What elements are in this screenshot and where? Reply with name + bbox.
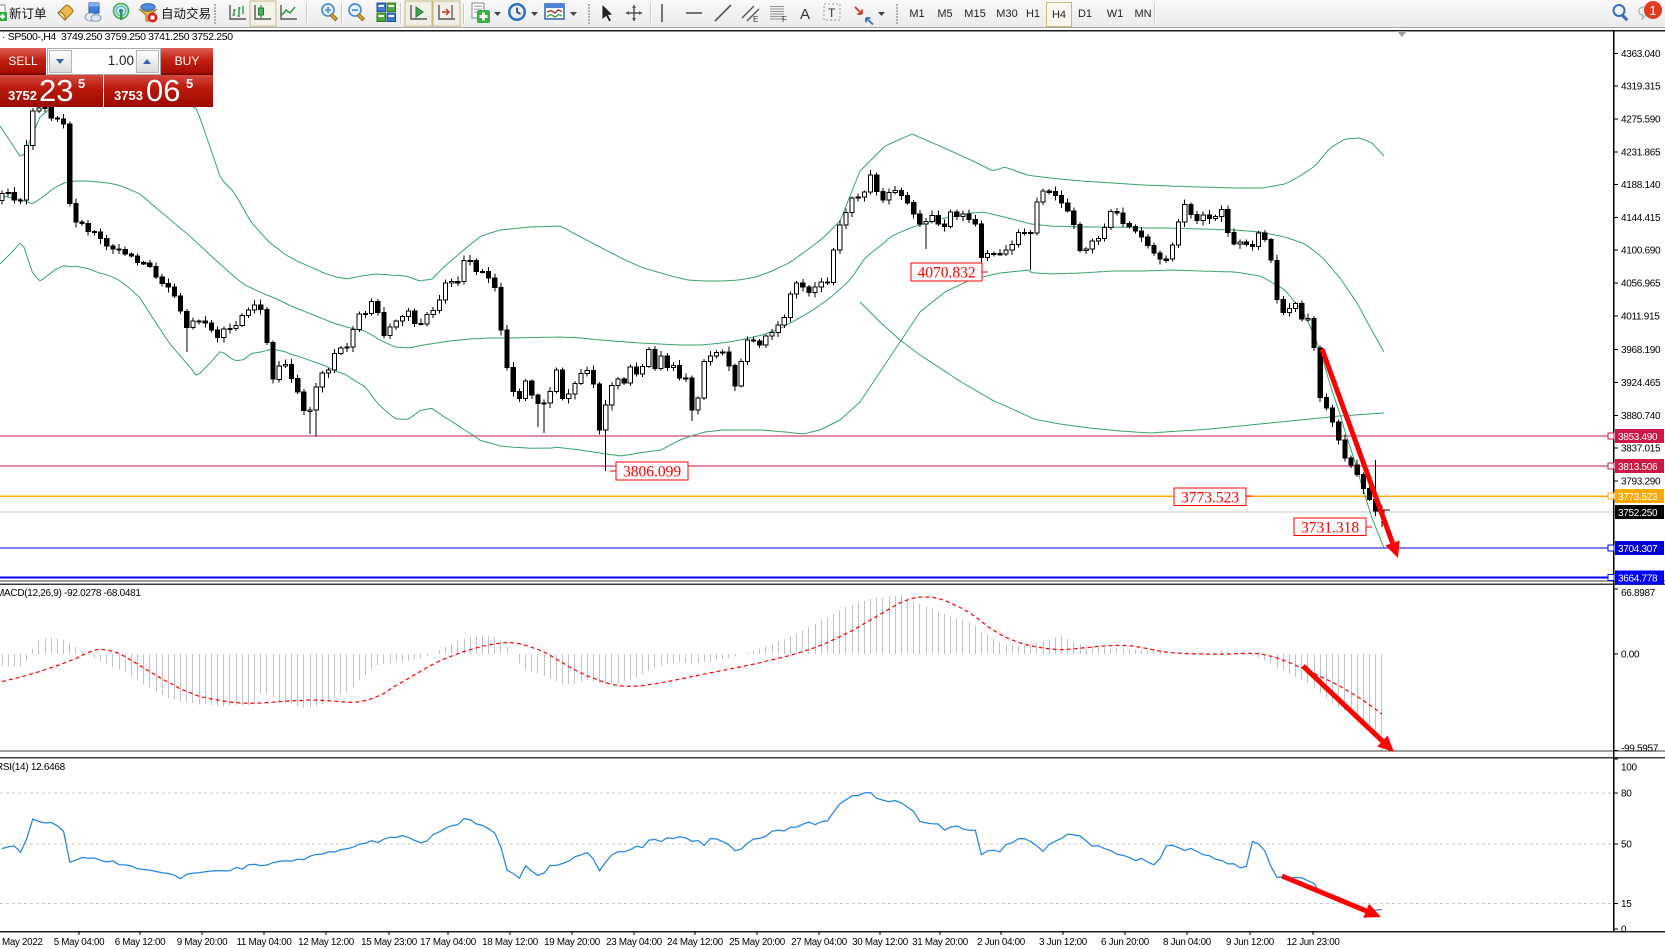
- svg-text:-99.5957: -99.5957: [1621, 744, 1659, 755]
- svg-text:15 May 23:00: 15 May 23:00: [361, 937, 418, 948]
- svg-text:80: 80: [1621, 789, 1632, 800]
- svg-text:18 May 12:00: 18 May 12:00: [482, 937, 539, 948]
- svg-text:3853.490: 3853.490: [1618, 432, 1658, 443]
- svg-text:3664.778: 3664.778: [1618, 573, 1658, 584]
- svg-text:3752.250: 3752.250: [1618, 508, 1658, 519]
- svg-text:15: 15: [1621, 899, 1632, 910]
- svg-text:4188.140: 4188.140: [1621, 180, 1661, 191]
- svg-text:12 Jun 23:00: 12 Jun 23:00: [1286, 937, 1340, 948]
- svg-text:1: 1: [1649, 3, 1656, 18]
- svg-text:3731.318: 3731.318: [1301, 519, 1359, 536]
- svg-text:0.00: 0.00: [1621, 650, 1640, 661]
- svg-text:4319.315: 4319.315: [1621, 82, 1661, 93]
- svg-text:新订单: 新订单: [9, 6, 47, 21]
- svg-text:May 2022: May 2022: [2, 937, 43, 948]
- svg-text:4275.590: 4275.590: [1621, 115, 1661, 126]
- svg-text:24 May 12:00: 24 May 12:00: [667, 937, 724, 948]
- svg-text:3793.290: 3793.290: [1621, 476, 1661, 487]
- svg-text:19 May 20:00: 19 May 20:00: [544, 937, 601, 948]
- svg-text:3813.506: 3813.506: [1618, 462, 1658, 473]
- svg-text:11 May 04:00: 11 May 04:00: [236, 937, 292, 948]
- svg-text:23 May 04:00: 23 May 04:00: [606, 937, 663, 948]
- svg-text:3880.740: 3880.740: [1621, 411, 1661, 422]
- svg-text:A: A: [800, 6, 810, 23]
- svg-text:4231.865: 4231.865: [1621, 147, 1661, 158]
- svg-text:12 May 12:00: 12 May 12:00: [298, 937, 355, 948]
- svg-text:25 May 20:00: 25 May 20:00: [729, 937, 786, 948]
- svg-text:66.8987: 66.8987: [1621, 588, 1656, 599]
- svg-text:5 May 04:00: 5 May 04:00: [54, 937, 105, 948]
- svg-text:MACD(12,26,9) -92.0278 -68.048: MACD(12,26,9) -92.0278 -68.0481: [0, 588, 141, 599]
- svg-text:F: F: [782, 15, 787, 24]
- svg-text:6 Jun 20:00: 6 Jun 20:00: [1101, 937, 1150, 948]
- svg-text:T: T: [828, 6, 836, 20]
- svg-text:3924.465: 3924.465: [1621, 378, 1661, 389]
- svg-text:3806.099: 3806.099: [623, 464, 681, 481]
- svg-text:6 May 12:00: 6 May 12:00: [115, 937, 166, 948]
- svg-text:RSI(14) 12.6468: RSI(14) 12.6468: [0, 762, 66, 773]
- svg-text:3773.523: 3773.523: [1181, 489, 1239, 506]
- svg-text:8 Jun 04:00: 8 Jun 04:00: [1163, 937, 1212, 948]
- svg-text:4011.915: 4011.915: [1621, 311, 1660, 322]
- svg-text:4056.965: 4056.965: [1621, 279, 1661, 290]
- svg-text:3704.307: 3704.307: [1618, 544, 1658, 555]
- svg-text:0: 0: [1621, 925, 1627, 936]
- svg-text:4100.690: 4100.690: [1621, 246, 1661, 257]
- svg-text:31 May 20:00: 31 May 20:00: [912, 937, 969, 948]
- svg-text:27 May 04:00: 27 May 04:00: [791, 937, 848, 948]
- svg-text:E: E: [753, 15, 758, 24]
- svg-text:50: 50: [1621, 840, 1632, 851]
- svg-text:9 Jun 12:00: 9 Jun 12:00: [1226, 937, 1275, 948]
- svg-text:4070.832: 4070.832: [917, 265, 975, 282]
- svg-text:2 Jun 04:00: 2 Jun 04:00: [977, 937, 1026, 948]
- svg-text:3 Jun 12:00: 3 Jun 12:00: [1039, 937, 1088, 948]
- svg-text:17 May 04:00: 17 May 04:00: [420, 937, 477, 948]
- svg-text:30 May 12:00: 30 May 12:00: [852, 937, 909, 948]
- svg-text:4363.040: 4363.040: [1621, 49, 1661, 60]
- svg-text:3773.523: 3773.523: [1618, 492, 1658, 503]
- svg-text:4144.415: 4144.415: [1621, 213, 1661, 224]
- svg-text:100: 100: [1621, 763, 1638, 774]
- svg-text:3968.190: 3968.190: [1621, 345, 1661, 356]
- svg-text:3837.015: 3837.015: [1621, 444, 1661, 455]
- svg-text:自动交易: 自动交易: [161, 6, 211, 21]
- svg-text:9 May 20:00: 9 May 20:00: [177, 937, 228, 948]
